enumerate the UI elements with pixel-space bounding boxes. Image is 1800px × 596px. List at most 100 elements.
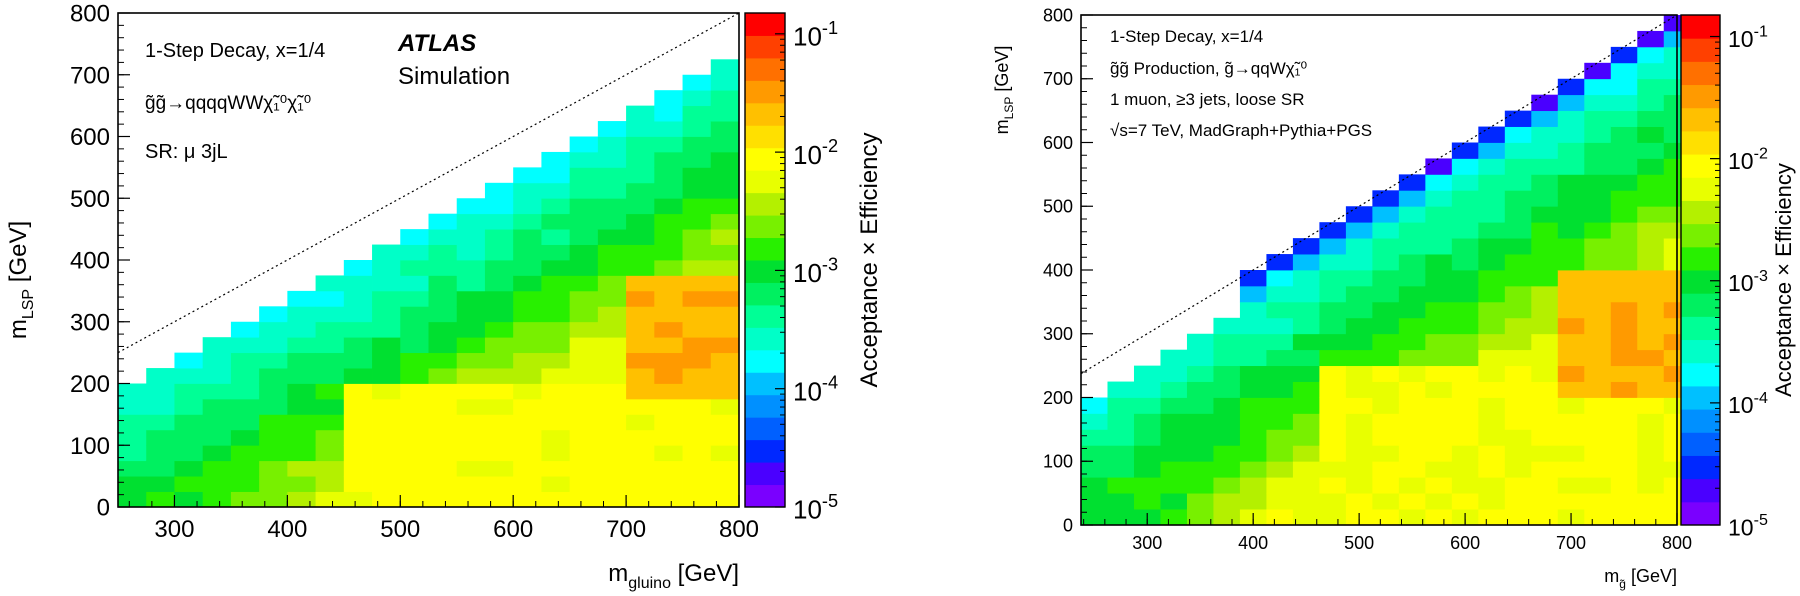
- heatmap-cell: [1637, 126, 1665, 143]
- heatmap-cell: [202, 368, 232, 384]
- heatmap-cell: [1425, 317, 1453, 335]
- heatmap-cell: [118, 476, 147, 492]
- heatmap-cell: [1292, 333, 1320, 351]
- heatmap-cell: [1292, 509, 1320, 526]
- heatmap-cell: [1504, 461, 1532, 478]
- heatmap-cell: [343, 476, 373, 492]
- heatmap-cell: [569, 368, 599, 384]
- heatmap-cell: [541, 352, 571, 369]
- heatmap-cell: [1292, 270, 1320, 287]
- heatmap-cell: [1504, 301, 1532, 319]
- heatmap-cell: [343, 460, 373, 477]
- heatmap-cell: [682, 352, 712, 369]
- heatmap-cell: [146, 398, 175, 415]
- heatmap-cell: [400, 260, 429, 276]
- heatmap-cell: [1425, 477, 1453, 494]
- heatmap-cell: [428, 398, 458, 415]
- heatmap-cell: [1345, 397, 1373, 414]
- heatmap-cell: [400, 476, 429, 492]
- heatmap-cell: [1107, 477, 1135, 494]
- heatmap-cell: [1557, 78, 1585, 96]
- heatmap-cell: [513, 476, 542, 492]
- heatmap-cell: [372, 460, 401, 477]
- heatmap-cell: [1107, 429, 1135, 446]
- heatmap-cell: [1292, 381, 1320, 398]
- heatmap-cell: [597, 460, 627, 477]
- heatmap-cell: [230, 398, 260, 415]
- heatmap-cell: [1637, 30, 1665, 48]
- right-annotation-sqrts: √s=7 TeV, MadGraph+Pythia+PGS: [1110, 121, 1372, 140]
- heatmap-cell: [654, 213, 683, 230]
- heatmap-cell: [202, 383, 232, 400]
- heatmap-cell: [456, 337, 486, 354]
- heatmap-cell: [287, 337, 316, 354]
- heatmap-cell: [315, 398, 345, 415]
- heatmap-cell: [1292, 445, 1320, 462]
- heatmap-cell: [1186, 365, 1214, 382]
- heatmap-cell: [1610, 413, 1638, 430]
- heatmap-cell: [259, 368, 288, 384]
- heatmap-cell: [372, 476, 401, 492]
- heatmap-cell: [1186, 509, 1214, 526]
- heatmap-cell: [513, 445, 542, 462]
- heatmap-cell: [1319, 365, 1347, 382]
- heatmap-cell: [1478, 270, 1506, 287]
- heatmap-cell: [1186, 461, 1214, 478]
- heatmap-cell: [1266, 285, 1294, 303]
- heatmap-cell: [654, 105, 683, 122]
- heatmap-cell: [1081, 461, 1108, 478]
- heatmap-cell: [710, 229, 740, 245]
- heatmap-cell: [597, 290, 627, 307]
- heatmap-cell: [174, 383, 204, 400]
- heatmap-cell: [1372, 333, 1400, 351]
- heatmap-cell: [541, 429, 571, 446]
- heatmap-cell: [1557, 238, 1585, 255]
- heatmap-cell: [1451, 445, 1479, 462]
- heatmap-cell: [1504, 238, 1532, 255]
- heatmap-cell: [1425, 174, 1453, 191]
- heatmap-cell: [1186, 493, 1214, 510]
- y-tick-label: 400: [1043, 260, 1073, 280]
- heatmap-cell: [1266, 445, 1294, 462]
- heatmap-cell: [1345, 461, 1373, 478]
- heatmap-cell: [597, 275, 627, 292]
- heatmap-cell: [1531, 254, 1559, 271]
- heatmap-cell: [682, 321, 712, 338]
- heatmap-cell: [1186, 381, 1214, 398]
- heatmap-cell: [1081, 509, 1108, 526]
- y-tick-label: 700: [70, 62, 110, 89]
- heatmap-cell: [1239, 301, 1267, 319]
- heatmap-cell: [654, 491, 683, 508]
- colorbar-segment: [745, 13, 785, 36]
- heatmap-cell: [343, 445, 373, 462]
- heatmap-cell: [569, 260, 599, 276]
- heatmap-cell: [1425, 222, 1453, 239]
- heatmap-cell: [1398, 493, 1426, 510]
- heatmap-cell: [1186, 349, 1214, 367]
- heatmap-cell: [626, 105, 655, 122]
- heatmap-cell: [569, 321, 599, 338]
- left-axis-ticks: 300 400 500 600 700 800 0 100 200 300 400 500 600 700…: [70, 1, 759, 543]
- heatmap-cell: [315, 445, 345, 462]
- heatmap-cell: [1398, 365, 1426, 382]
- heatmap-cell: [287, 306, 316, 323]
- heatmap-cell: [1425, 270, 1453, 287]
- heatmap-cell: [1398, 317, 1426, 335]
- heatmap-cell: [259, 491, 288, 508]
- heatmap-cell: [1345, 365, 1373, 382]
- heatmap-cell: [654, 151, 683, 168]
- right-colorbar-label: Acceptance × Efficiency: [1771, 163, 1796, 397]
- heatmap-cell: [372, 445, 401, 462]
- colorbar-segment: [745, 192, 785, 216]
- heatmap-cell: [1398, 445, 1426, 462]
- heatmap-cell: [1637, 270, 1665, 287]
- heatmap-cell: [343, 368, 373, 384]
- colorbar-segment: [1681, 154, 1720, 178]
- heatmap-cell: [428, 290, 458, 307]
- heatmap-cell: [1345, 301, 1373, 319]
- heatmap-cell: [1213, 461, 1241, 478]
- heatmap-cell: [1451, 174, 1479, 191]
- heatmap-cell: [1292, 238, 1320, 255]
- heatmap-cell: [1478, 493, 1506, 510]
- heatmap-cell: [1478, 174, 1506, 191]
